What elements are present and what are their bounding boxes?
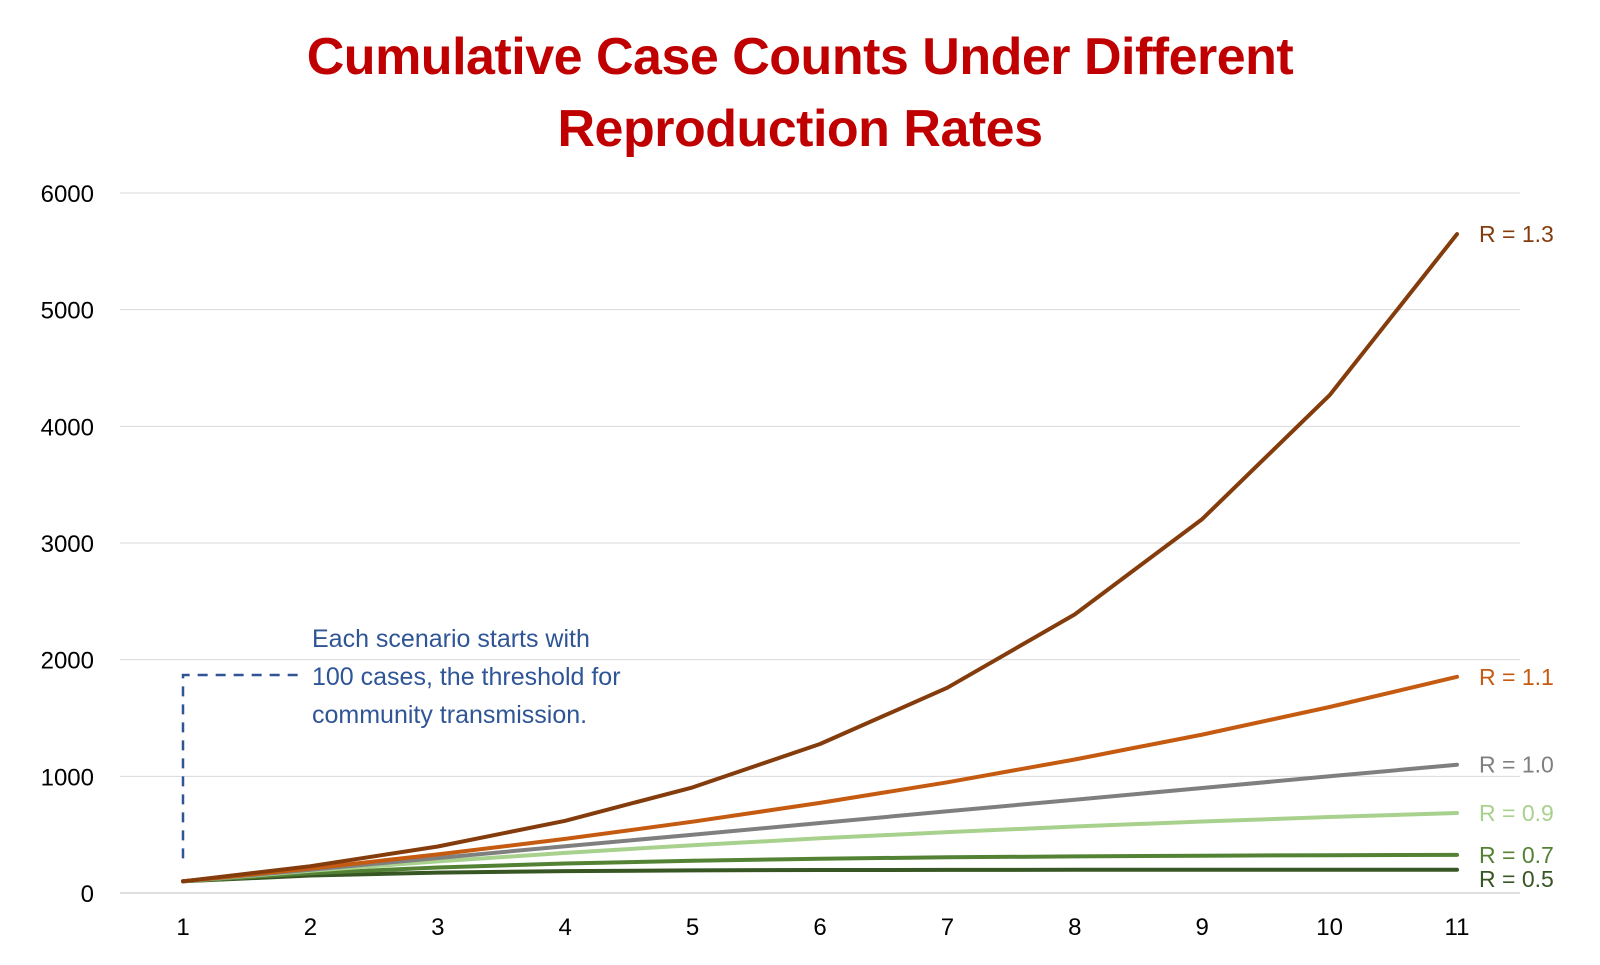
- series-line: [181, 867, 1459, 884]
- gridlines: [120, 192, 1520, 894]
- annotation-dashed-line: [181, 673, 298, 859]
- chart-title-line-2: Reproduction Rates: [557, 100, 1043, 158]
- x-tick-label: 8: [1068, 914, 1081, 941]
- series-label: R = 1.3: [1479, 221, 1554, 247]
- x-tick-label: 6: [813, 914, 826, 941]
- x-tick-label: 9: [1196, 914, 1209, 941]
- series-label: R = 1.1: [1479, 664, 1554, 690]
- y-tick-label: 5000: [41, 298, 94, 325]
- x-tick-label: 10: [1316, 914, 1343, 941]
- x-tick-label: 5: [686, 914, 699, 941]
- x-tick-label: 2: [304, 914, 317, 941]
- y-tick-label: 4000: [41, 414, 94, 441]
- series-line: [181, 674, 1459, 884]
- x-tick-label: 7: [941, 914, 954, 941]
- series-line: [181, 852, 1459, 884]
- y-tick-label: 0: [81, 881, 94, 908]
- annotation-line-1: Each scenario starts with: [312, 625, 590, 653]
- y-tick-label: 6000: [41, 181, 94, 208]
- series-lines: [181, 232, 1459, 884]
- y-tick-label: 3000: [41, 531, 94, 558]
- series-label: R = 0.9: [1479, 800, 1554, 826]
- series-label: R = 1.0: [1479, 752, 1554, 778]
- x-tick-label: 11: [1445, 914, 1470, 941]
- series-line: [181, 762, 1459, 884]
- annotation-bracket: [181, 673, 298, 859]
- annotation-line-3: community transmission.: [312, 701, 588, 729]
- y-tick-label: 1000: [41, 764, 94, 791]
- x-tick-label: 1: [176, 914, 189, 941]
- annotation-text: Each scenario starts with 100 cases, the…: [312, 620, 692, 734]
- series-line: [181, 232, 1459, 884]
- x-tick-label: 3: [431, 914, 444, 941]
- series-labels: R = 1.3 R = 1.1 R = 1.0 R = 0.9 R = 0.7R = 0…: [1479, 221, 1554, 892]
- x-tick-label: 4: [559, 914, 572, 941]
- series-line: [181, 811, 1459, 884]
- series-label: R = 0.5: [1479, 866, 1554, 892]
- y-tick-label: 2000: [41, 648, 94, 675]
- axis-labels: 0 1000 2000 3000 4000 5000 6000 1 2 3 4 5 6 7 8 9 10 11: [41, 181, 1470, 941]
- series-label: R = 0.7: [1479, 842, 1554, 868]
- annotation-line-2: 100 cases, the threshold for: [312, 663, 621, 691]
- chart-title-line-1: Cumulative Case Counts Under Different: [306, 28, 1294, 86]
